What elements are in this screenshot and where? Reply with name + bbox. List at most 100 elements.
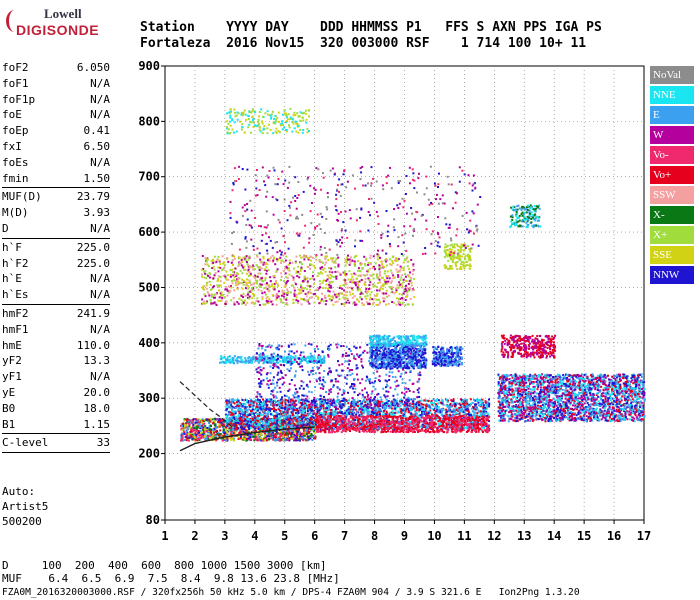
echo-point [488, 415, 491, 418]
echo-point [464, 422, 467, 424]
echo-point [313, 421, 316, 424]
echo-point [399, 404, 402, 407]
echo-point [257, 398, 259, 401]
echo-point [281, 430, 284, 433]
param-row: fxI 6.50 [2, 139, 110, 155]
echo-point [258, 434, 261, 437]
echo-point [423, 408, 426, 411]
echo-point [292, 436, 295, 439]
echo-point [293, 425, 296, 428]
echo-point [320, 428, 323, 431]
echo-point [250, 420, 252, 423]
echo-point [265, 406, 268, 409]
echo-point [476, 426, 479, 429]
echo-point [237, 422, 239, 424]
echo-point [474, 425, 477, 428]
echo-point [473, 406, 476, 409]
echo-point [308, 435, 311, 438]
echo-point [465, 424, 468, 427]
echo-point [290, 435, 293, 438]
echo-point [352, 418, 355, 421]
echo-point [319, 418, 322, 421]
echo-point [476, 399, 479, 402]
echo-point [245, 414, 248, 417]
echo-point [231, 413, 233, 416]
echo-point [241, 418, 244, 420]
echo-point [306, 428, 308, 431]
echo-point [247, 414, 250, 417]
echo-point [461, 415, 464, 417]
echo-point [456, 419, 459, 422]
echo-point [385, 415, 388, 418]
echo-point [375, 401, 378, 404]
param-name: foE [2, 108, 22, 122]
echo-point [304, 417, 307, 420]
echo-point [475, 403, 478, 406]
echo-point [236, 403, 239, 406]
x-tick-label: 7 [341, 529, 348, 543]
echo-point [417, 419, 420, 422]
param-value: 23.79 [76, 190, 110, 204]
echo-point [247, 420, 250, 423]
echo-point [194, 421, 197, 424]
echo-point [403, 404, 406, 406]
echo-point [409, 409, 412, 412]
echo-point [361, 421, 364, 423]
echo-point [318, 416, 320, 419]
echo-point [392, 408, 395, 411]
echo-point [328, 423, 331, 425]
echo-point [256, 424, 259, 427]
echo-point [296, 422, 299, 425]
echo-point [417, 429, 420, 432]
echo-point [255, 425, 258, 428]
echo-point [304, 428, 307, 431]
echo-point [402, 419, 405, 422]
echo-point [201, 431, 203, 434]
echo-point [227, 406, 230, 409]
echo-point [470, 431, 473, 434]
echo-point [408, 422, 411, 425]
echo-point [199, 430, 202, 433]
echo-point [271, 425, 274, 428]
echo-point [306, 435, 309, 438]
echo-point [215, 439, 218, 442]
echo-point [400, 400, 403, 403]
echo-point [235, 425, 238, 427]
echo-point [364, 419, 366, 422]
echo-point [184, 436, 187, 439]
echo-point [302, 428, 305, 430]
echo-point [470, 407, 473, 410]
echo-point [234, 419, 236, 422]
echo-point [336, 430, 339, 433]
echo-point [232, 421, 235, 424]
echo-point [482, 418, 485, 420]
echo-point [357, 399, 360, 402]
ionogram-plot: 1 2 3 4 5 6 7 8 9 10 11 12 13 14 15 16 17802003004005006… [138, 59, 651, 543]
echo-point [192, 420, 195, 423]
autoscale-info: Auto: Artist5 500200 [2, 484, 48, 529]
echo-point [390, 421, 393, 424]
echo-point [356, 424, 359, 427]
echo-point [231, 415, 234, 418]
echo-point [388, 423, 391, 426]
echo-point [264, 415, 267, 418]
echo-point [302, 401, 305, 404]
echo-point [233, 439, 235, 442]
echo-point [231, 438, 234, 441]
echo-point [375, 411, 377, 414]
echo-point [335, 419, 338, 422]
echo-point [427, 406, 430, 409]
echo-point [291, 418, 294, 421]
echo-point [431, 402, 434, 405]
echo-point [380, 429, 383, 432]
echo-point [238, 404, 241, 407]
echo-point [457, 428, 460, 431]
echo-point [277, 416, 280, 419]
echo-point [323, 420, 326, 423]
echo-point [315, 408, 317, 410]
echo-point [311, 429, 314, 432]
echo-point [183, 418, 186, 421]
echo-point [321, 422, 324, 425]
echo-point [228, 411, 231, 414]
echo-point [197, 438, 200, 440]
